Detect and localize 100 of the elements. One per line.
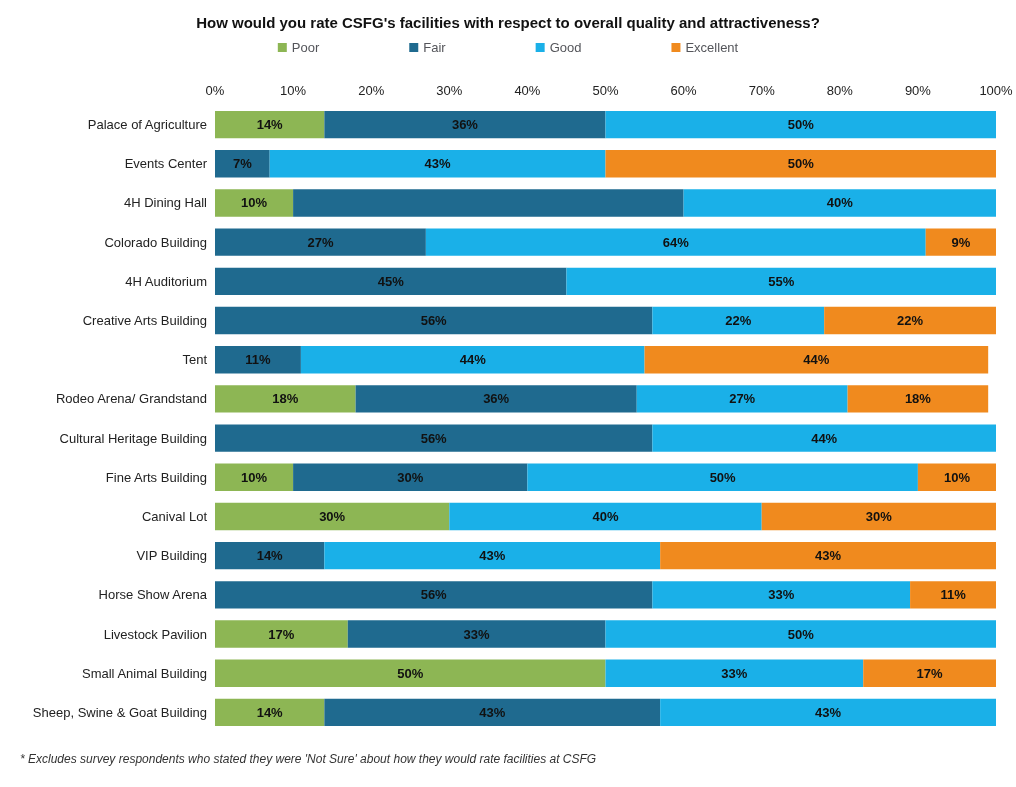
y-tick-label: Sheep, Swine & Goat Building bbox=[32, 704, 207, 720]
legend-label: Poor bbox=[291, 40, 320, 55]
text: * Excludes survey respondents who stated they were 'Not Sure' about how they would rate facilities at CSFG bbox=[20, 752, 597, 766]
bar bbox=[215, 541, 325, 570]
data-label: 64% bbox=[662, 234, 690, 250]
x-tick-label: 70% bbox=[748, 83, 776, 98]
bar bbox=[605, 150, 996, 178]
bar bbox=[566, 267, 996, 296]
legend-label: Fair bbox=[423, 40, 447, 55]
bar bbox=[215, 620, 348, 648]
y-tick-label: Small Animal Building bbox=[81, 665, 207, 681]
x-tick-label: 50% bbox=[592, 83, 619, 98]
data-label: 10% bbox=[943, 469, 971, 485]
bar bbox=[425, 228, 926, 256]
data-label: 56% bbox=[420, 313, 448, 329]
y-tick-label: Horse Show Arena bbox=[98, 587, 208, 603]
data-label: 43% bbox=[479, 704, 506, 720]
data-label: 10% bbox=[241, 469, 268, 485]
bar bbox=[925, 228, 996, 256]
y-tick-label: Rodeo Arena/ Grandstand bbox=[55, 391, 207, 407]
data-label: 18% bbox=[904, 391, 932, 407]
data-label: 7% bbox=[232, 156, 253, 172]
data-label: 50% bbox=[709, 469, 737, 485]
bar bbox=[215, 189, 294, 217]
y-tick-label: Fine Arts Building bbox=[105, 469, 207, 485]
data-label: 45% bbox=[377, 273, 405, 289]
y-tick-label: VIP Building bbox=[136, 548, 207, 564]
data-label: 55% bbox=[768, 273, 795, 289]
y-tick-label: Livestock Pavilion bbox=[103, 626, 207, 642]
y-tick-label: Cultural Heritage Building bbox=[59, 430, 207, 446]
data-label: 17% bbox=[916, 665, 944, 681]
bar bbox=[605, 620, 996, 648]
y-tick-label: Canival Lot bbox=[141, 508, 208, 524]
x-tick-label: 40% bbox=[514, 83, 541, 98]
bar bbox=[293, 189, 684, 217]
bar bbox=[215, 346, 301, 374]
bar bbox=[215, 424, 653, 452]
x-tick-label: 60% bbox=[670, 83, 698, 98]
y-tick-label: Creative Arts Building bbox=[82, 313, 207, 329]
bar bbox=[300, 346, 645, 374]
bar bbox=[324, 541, 661, 570]
bar bbox=[761, 502, 996, 531]
data-label: 56% bbox=[420, 430, 448, 446]
bar bbox=[324, 110, 606, 139]
data-label: 44% bbox=[803, 352, 830, 368]
data-label: 33% bbox=[768, 587, 795, 603]
data-label: 30% bbox=[397, 469, 424, 485]
bar bbox=[847, 385, 989, 413]
x-tick-label: 80% bbox=[826, 83, 854, 98]
data-label: 33% bbox=[463, 626, 491, 642]
data-label: 50% bbox=[787, 117, 815, 133]
bar bbox=[215, 150, 270, 178]
x-tick-label: 90% bbox=[904, 83, 932, 98]
data-label: 56% bbox=[420, 587, 448, 603]
bar bbox=[527, 463, 918, 491]
data-label: 43% bbox=[479, 548, 506, 564]
x-tick-label: 20% bbox=[358, 83, 385, 98]
data-label: 44% bbox=[811, 430, 838, 446]
data-label: 27% bbox=[307, 234, 334, 250]
bar bbox=[636, 385, 848, 413]
bar bbox=[660, 541, 996, 570]
bar bbox=[293, 463, 528, 491]
bar bbox=[215, 659, 606, 687]
data-label: 50% bbox=[787, 626, 815, 642]
y-tick-label: 4H Auditorium bbox=[125, 273, 207, 289]
data-label: 10% bbox=[241, 195, 268, 211]
bar bbox=[824, 306, 996, 335]
data-label: 14% bbox=[256, 117, 284, 133]
x-tick-label: 10% bbox=[280, 83, 307, 98]
legend-label: Good bbox=[549, 40, 582, 55]
y-tick-label: Events Center bbox=[124, 156, 208, 172]
bar bbox=[215, 502, 450, 531]
x-tick-label: 0% bbox=[205, 83, 225, 98]
data-label: 44% bbox=[459, 352, 487, 368]
legend-label: Excellent bbox=[685, 40, 739, 55]
x-tick-label: 100% bbox=[979, 83, 1014, 98]
data-label: 43% bbox=[815, 548, 842, 564]
bar bbox=[215, 463, 294, 491]
bar bbox=[215, 306, 653, 335]
bar bbox=[917, 463, 996, 491]
bar bbox=[215, 385, 356, 413]
bar bbox=[269, 150, 606, 178]
data-label: 36% bbox=[451, 117, 479, 133]
data-label: 11% bbox=[245, 352, 272, 368]
y-tick-label: Tent bbox=[182, 352, 208, 368]
data-label: 36% bbox=[483, 391, 510, 407]
x-tick-label: 30% bbox=[436, 83, 463, 98]
bar bbox=[863, 659, 996, 687]
bar bbox=[683, 189, 996, 217]
data-label: 43% bbox=[815, 704, 842, 720]
data-label: 43% bbox=[424, 156, 452, 172]
bar bbox=[215, 267, 567, 296]
bar bbox=[652, 581, 911, 609]
data-label: 30% bbox=[319, 508, 346, 524]
bar bbox=[652, 424, 996, 452]
data-label: 18% bbox=[272, 391, 299, 407]
data-label: 22% bbox=[725, 313, 752, 329]
data-label: 40% bbox=[826, 195, 854, 211]
data-label: 14% bbox=[256, 548, 284, 564]
data-label: 22% bbox=[897, 313, 924, 329]
